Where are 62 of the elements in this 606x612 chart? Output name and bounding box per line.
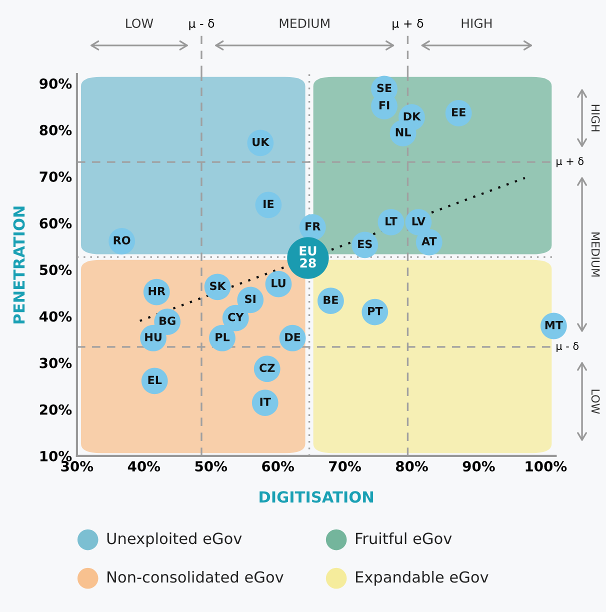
ref-line-label: μ - δ <box>189 18 214 30</box>
ref-line-label: μ + δ <box>392 18 424 30</box>
annotation: EL <box>148 376 162 384</box>
annotation: LT <box>386 217 398 226</box>
y-tick-label: 70% <box>40 171 72 182</box>
y-axis-title: PENETRATION <box>13 206 25 324</box>
y-tick-label: 40% <box>39 311 72 322</box>
annotation: BG <box>160 316 176 326</box>
x-tick-label: 90% <box>462 461 495 472</box>
annotation: DK <box>404 112 421 120</box>
x-tick-label: 60% <box>262 461 294 472</box>
annotation: LV <box>412 217 426 226</box>
x-tick-label: 100% <box>526 461 567 472</box>
ref-line-label: μ + δ <box>556 157 584 168</box>
annotation: ES <box>358 240 372 248</box>
annotation: UK <box>252 138 270 146</box>
annotation: CY <box>228 312 244 322</box>
y-tick-label: 30% <box>40 358 72 368</box>
y-tick-label: 20% <box>40 404 72 415</box>
annotation: PL <box>216 333 230 342</box>
text: HIGH <box>591 104 600 132</box>
y-tick-label: 90% <box>40 78 72 89</box>
annotation: CZ <box>260 364 275 372</box>
annotation: AT <box>422 237 437 246</box>
annotation: EU 28 <box>300 246 316 268</box>
annotation: FR <box>306 222 320 230</box>
y-tick-label: 10% <box>40 450 72 462</box>
annotation: EE <box>452 108 466 116</box>
annotation: NL <box>396 128 411 136</box>
y-tick-label: 80% <box>40 124 72 136</box>
text: Non-consolidated eGov <box>108 570 284 583</box>
y-tick-label: 60% <box>40 218 72 229</box>
ref-line-label: μ - δ <box>556 342 579 352</box>
annotation: BE <box>324 296 338 304</box>
annotation: FI <box>379 101 390 110</box>
text: LOW <box>126 18 154 28</box>
x-axis-title: DIGITISATION <box>260 491 374 503</box>
annotation: IT <box>260 398 271 406</box>
text: MEDIUM <box>591 232 600 277</box>
text: Expandable eGov <box>356 570 488 586</box>
x-tick-label: 40% <box>128 461 160 472</box>
annotation: IE <box>264 200 274 208</box>
x-tick-label: 50% <box>195 461 228 472</box>
annotation: RO <box>114 236 130 244</box>
annotation: LU <box>272 279 286 288</box>
annotation: DE <box>285 333 300 342</box>
annotation: SK <box>210 282 226 290</box>
text: HIGH <box>462 18 492 28</box>
text: Fruitful eGov <box>356 532 452 544</box>
annotation: PT <box>368 307 383 316</box>
annotation: SE <box>377 84 392 92</box>
text: MEDIUM <box>280 18 330 28</box>
y-tick-label: 50% <box>40 264 72 276</box>
text: LOW <box>591 390 600 414</box>
x-tick-label: 30% <box>61 461 94 472</box>
text: Unexploited eGov <box>107 532 242 548</box>
annotation: SI <box>245 294 256 304</box>
annotation: MT <box>545 320 563 330</box>
annotation: HU <box>145 333 162 342</box>
annotation: HR <box>148 286 166 296</box>
x-tick-label: 70% <box>329 461 361 472</box>
x-tick-label: 80% <box>396 461 428 472</box>
